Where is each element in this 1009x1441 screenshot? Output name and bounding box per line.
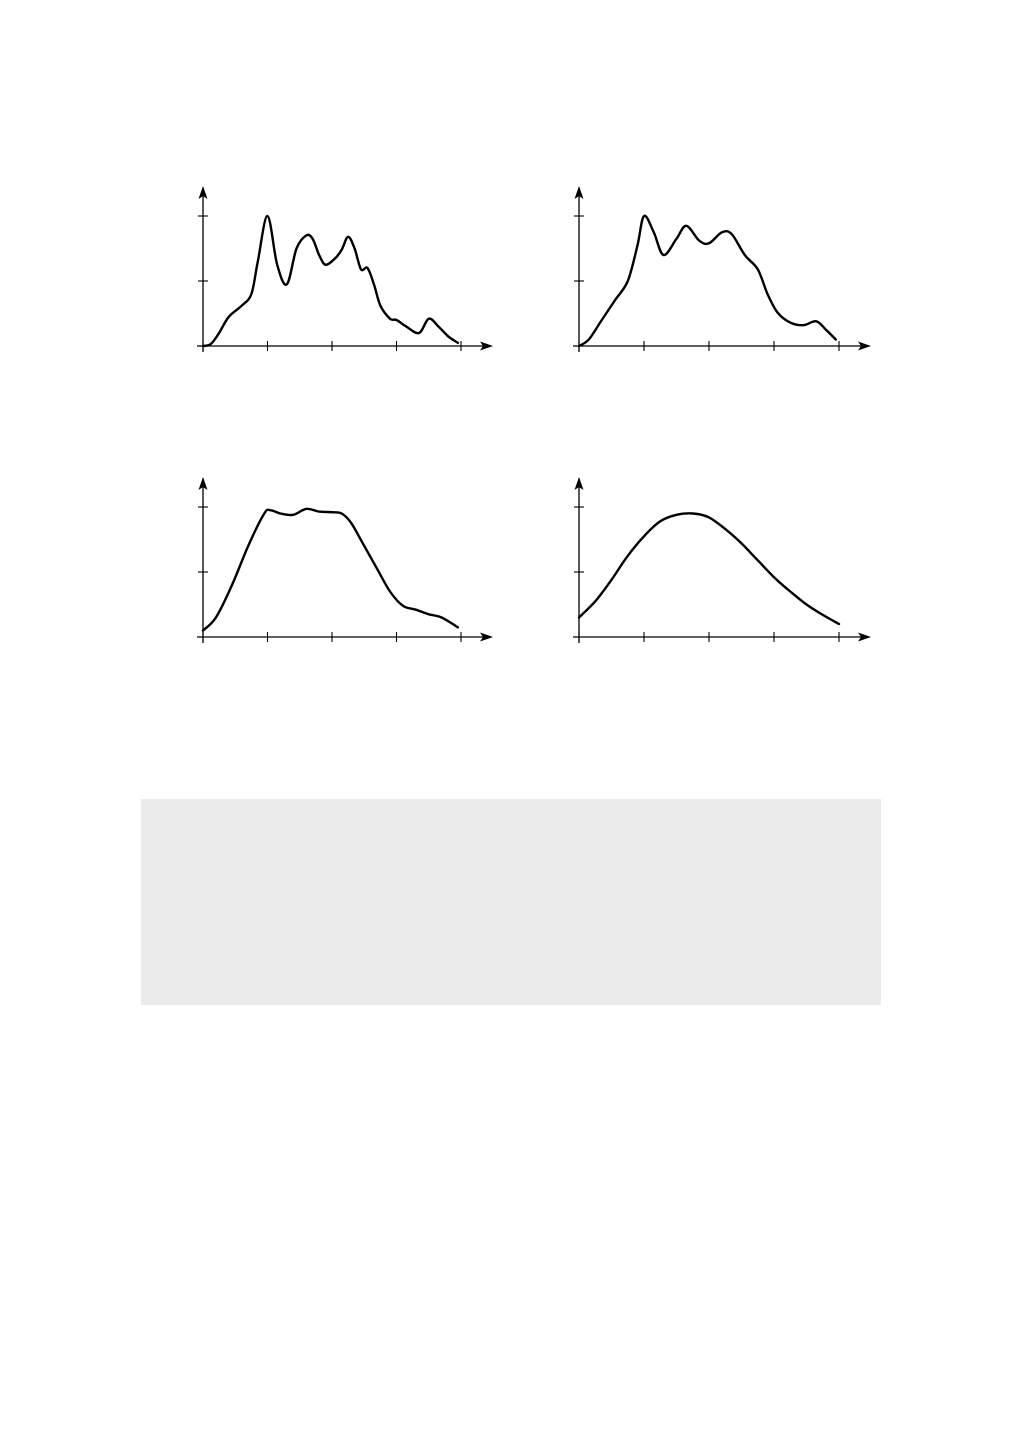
y-axis-arrow-icon xyxy=(198,186,208,199)
x-axis-arrow-icon xyxy=(480,632,493,642)
x-axis-arrow-icon xyxy=(858,632,871,642)
series-line-1 xyxy=(577,512,841,626)
grey-panel xyxy=(141,799,881,1005)
series-line-1 xyxy=(201,507,459,632)
chart-panel-4 xyxy=(573,477,871,643)
series-line-1 xyxy=(577,214,837,348)
figure-svg xyxy=(197,186,871,643)
chart-panel-2 xyxy=(573,186,871,352)
chart-panel-1 xyxy=(197,186,493,352)
chart-panel-3 xyxy=(197,477,493,643)
x-axis-arrow-icon xyxy=(858,341,871,351)
x-axis-arrow-icon xyxy=(480,341,493,351)
series-line-1 xyxy=(201,214,459,348)
y-axis-arrow-icon xyxy=(198,477,208,490)
y-axis-arrow-icon xyxy=(574,186,584,199)
y-axis-arrow-icon xyxy=(574,477,584,490)
